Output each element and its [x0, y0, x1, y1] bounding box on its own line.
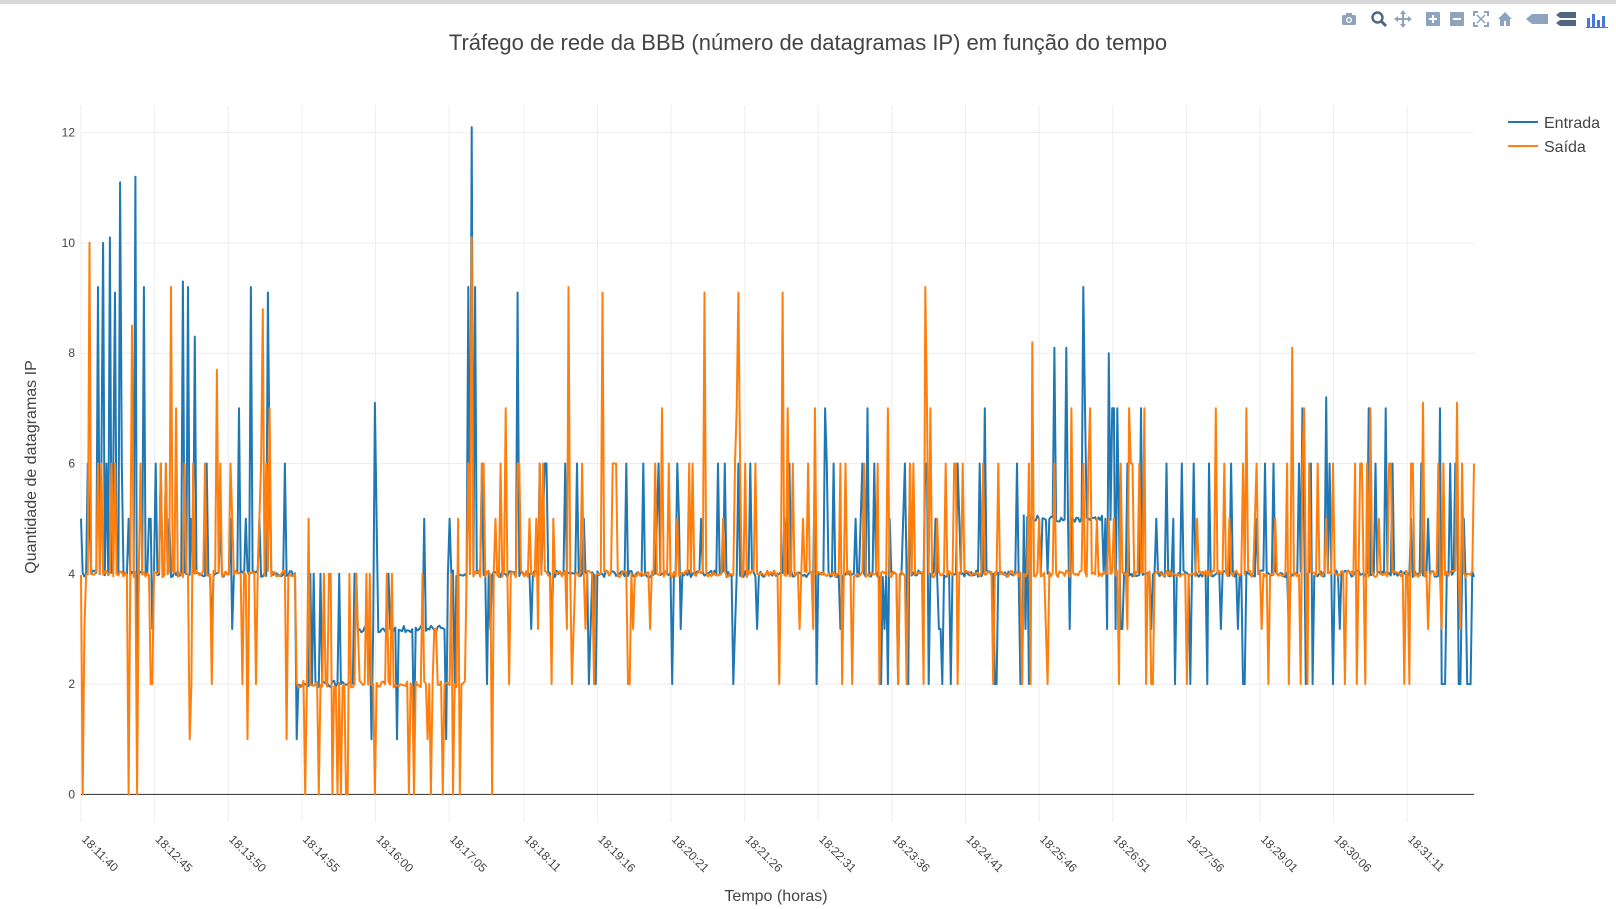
y-tick-label: 6 [68, 457, 75, 471]
x-tick-label: 18:14:55 [300, 832, 343, 875]
x-tick-label: 18:12:45 [152, 832, 195, 875]
y-tick-labels: 0 2 4 6 8 10 12 [62, 126, 76, 802]
y-tick-label: 10 [62, 236, 76, 250]
x-tick-label: 18:24:41 [963, 832, 1006, 875]
x-tick-label: 18:29:01 [1258, 832, 1301, 875]
series-line-entrada[interactable] [80, 126, 1475, 741]
reset-axes-icon[interactable] [1496, 10, 1514, 28]
autoscale-icon[interactable] [1472, 10, 1490, 28]
zoom-out-icon[interactable] [1448, 10, 1466, 28]
y-tick-label: 4 [68, 567, 75, 581]
y-axis-title: Quantidade de datagramas IP [23, 360, 40, 573]
series-layer [80, 126, 1475, 796]
x-tick-label: 18:25:46 [1037, 832, 1080, 875]
legend[interactable]: Entrada Saída [1508, 115, 1600, 156]
chart-title: Tráfego de rede da BBB (número de datagr… [448, 30, 1168, 55]
x-tick-label: 18:17:05 [447, 832, 490, 875]
zoom-in-icon[interactable] [1424, 10, 1442, 28]
x-tick-label: 18:23:36 [890, 832, 933, 875]
x-tick-label: 18:26:51 [1111, 832, 1154, 875]
x-tick-label: 18:30:06 [1331, 832, 1374, 875]
y-tick-label: 0 [68, 787, 75, 801]
x-axis-title: Tempo (horas) [724, 888, 827, 905]
top-border [0, 0, 1616, 4]
legend-label-saida[interactable]: Saída [1544, 139, 1586, 156]
camera-icon[interactable] [1340, 10, 1358, 28]
legend-label-entrada[interactable]: Entrada [1544, 115, 1600, 132]
y-tick-label: 2 [68, 677, 75, 691]
x-tick-label: 18:22:31 [816, 832, 859, 875]
x-tick-label: 18:21:26 [743, 832, 786, 875]
series-line-saida[interactable] [80, 236, 1475, 796]
x-tick-label: 18:18:11 [522, 832, 565, 875]
plotly-logo-icon[interactable] [1586, 10, 1608, 28]
x-tick-label: 18:19:16 [595, 832, 638, 875]
hover-compare-icon[interactable] [1556, 10, 1576, 28]
zoom-icon[interactable] [1370, 10, 1388, 28]
pan-icon[interactable] [1394, 10, 1412, 28]
x-tick-label: 18:16:00 [373, 832, 416, 875]
y-tick-label: 8 [68, 346, 75, 360]
hover-closest-icon[interactable] [1526, 10, 1548, 28]
x-tick-label: 18:11:40 [79, 832, 122, 875]
modebar [1340, 10, 1610, 30]
x-tick-label: 18:20:21 [669, 832, 712, 875]
y-tick-label: 12 [62, 126, 76, 140]
x-tick-label: 18:13:50 [226, 832, 269, 875]
x-tick-labels: 18:11:40 18:12:45 18:13:50 18:14:55 18:16:00… [79, 832, 1448, 875]
x-tick-label: 18:27:56 [1184, 832, 1227, 875]
x-tick-label: 18:31:11 [1405, 832, 1448, 875]
